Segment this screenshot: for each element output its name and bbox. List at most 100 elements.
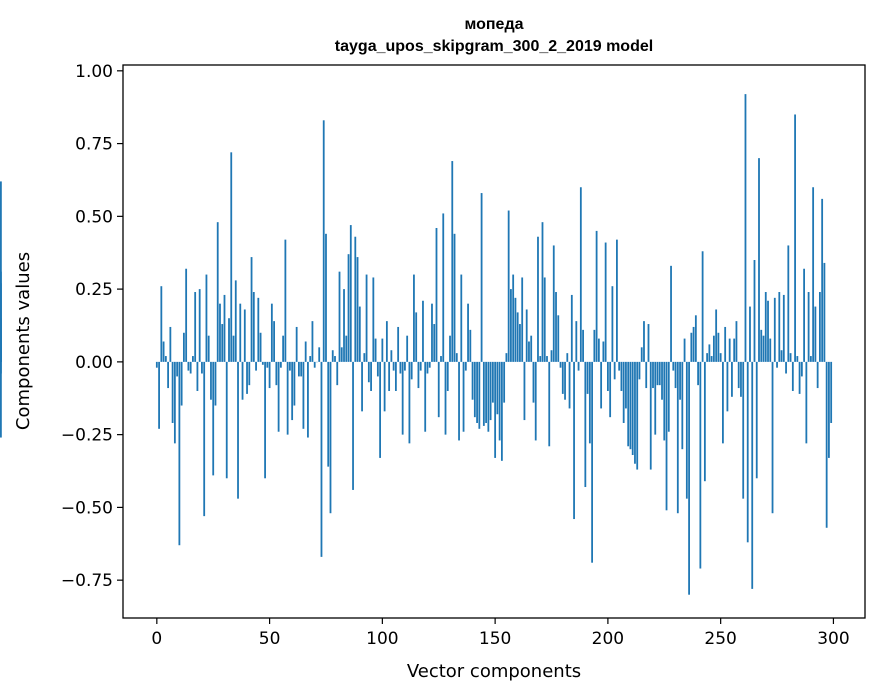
bar-249	[717, 332, 720, 362]
bar-265	[753, 260, 756, 362]
bar-138	[467, 303, 469, 362]
bar-135	[460, 274, 463, 362]
bar-208	[625, 361, 627, 409]
bar-264	[751, 361, 754, 589]
bar-194	[593, 329, 596, 362]
bar-142	[476, 361, 478, 423]
bar-62	[295, 326, 298, 362]
bar-238	[692, 326, 695, 362]
bar-59	[288, 361, 291, 371]
bar-68	[309, 356, 312, 362]
bar-247	[712, 335, 715, 362]
bar-183	[568, 361, 571, 409]
bar-289	[807, 292, 810, 362]
bar-255	[731, 361, 733, 397]
bar-216	[643, 321, 645, 362]
bar-134	[458, 361, 460, 441]
bar-21	[203, 361, 206, 517]
bar-111	[406, 335, 409, 362]
bar-258	[737, 361, 740, 389]
bar-41	[248, 361, 251, 386]
bar-143	[478, 361, 481, 429]
bar-52	[273, 321, 275, 362]
x-tick-label: 300	[817, 629, 849, 649]
bar-119	[424, 361, 427, 432]
bar-38	[241, 361, 244, 400]
bar-46	[259, 332, 262, 362]
bar-61	[293, 361, 296, 406]
bar-undefined	[0, 181, 2, 362]
bar-236	[688, 361, 690, 595]
bar-205	[618, 361, 621, 371]
bar-20	[201, 361, 203, 374]
bar-259	[740, 361, 742, 397]
bar-129	[446, 361, 449, 391]
bar-227	[667, 361, 670, 432]
bar-182	[566, 353, 569, 362]
x-axis-label: Vector components	[407, 661, 581, 682]
bar-140	[471, 361, 474, 400]
bar-109	[401, 361, 404, 435]
x-tick-label: 250	[704, 629, 736, 649]
bar-88	[354, 236, 357, 362]
bar-4	[164, 356, 167, 362]
bar-226	[665, 361, 668, 511]
x-tick-label: 200	[592, 629, 624, 649]
bar-50	[268, 361, 271, 389]
y-tick-label: −0.75	[61, 571, 113, 591]
bar-181	[564, 361, 566, 400]
bar-75	[325, 233, 327, 362]
bars-group	[0, 94, 833, 595]
bar-0	[155, 361, 158, 368]
bar-174	[548, 361, 551, 447]
bar-155	[505, 353, 508, 362]
bar-34	[232, 335, 235, 362]
bar-136	[462, 361, 465, 432]
bar-287	[803, 268, 805, 362]
bar-295	[821, 198, 824, 362]
bar-193	[591, 361, 593, 563]
bar-1	[158, 361, 160, 429]
bar-28	[219, 303, 221, 362]
bar-167	[532, 361, 535, 403]
bar-84	[345, 335, 348, 362]
bar-272	[769, 338, 772, 362]
bar-86	[349, 225, 352, 362]
bar-121	[428, 361, 431, 368]
bar-150	[494, 361, 497, 458]
bar-25	[212, 361, 215, 476]
bar-58	[286, 361, 289, 435]
bar-254	[728, 338, 731, 362]
bar-74	[322, 120, 325, 362]
bar-118	[422, 300, 424, 362]
bar-30	[223, 294, 226, 362]
bar-76	[327, 361, 330, 467]
bar-283	[794, 114, 796, 362]
bar-213	[636, 361, 639, 470]
bar-243	[703, 361, 706, 482]
bar-273	[771, 361, 774, 514]
bar-157	[510, 289, 512, 362]
bar-73	[320, 361, 323, 557]
bar-120	[426, 361, 429, 374]
bar-180	[561, 361, 564, 394]
bar-9	[176, 361, 179, 377]
bar-96	[372, 277, 375, 362]
bar-166	[530, 335, 533, 362]
bar-237	[690, 332, 693, 362]
bar-127	[442, 213, 445, 362]
bar-85	[347, 254, 350, 362]
bar-124	[435, 227, 438, 362]
bar-72	[318, 347, 321, 362]
bar-19	[198, 289, 201, 362]
bar-168	[534, 361, 537, 441]
bar-55	[279, 361, 282, 368]
bar-206	[620, 361, 623, 391]
chart-subtitle: tayga_upos_skipgram_300_2_2019 model	[335, 38, 653, 55]
bar-95	[370, 361, 372, 391]
bar-40	[246, 361, 248, 394]
bar-107	[397, 326, 400, 362]
bar-279	[785, 361, 787, 374]
